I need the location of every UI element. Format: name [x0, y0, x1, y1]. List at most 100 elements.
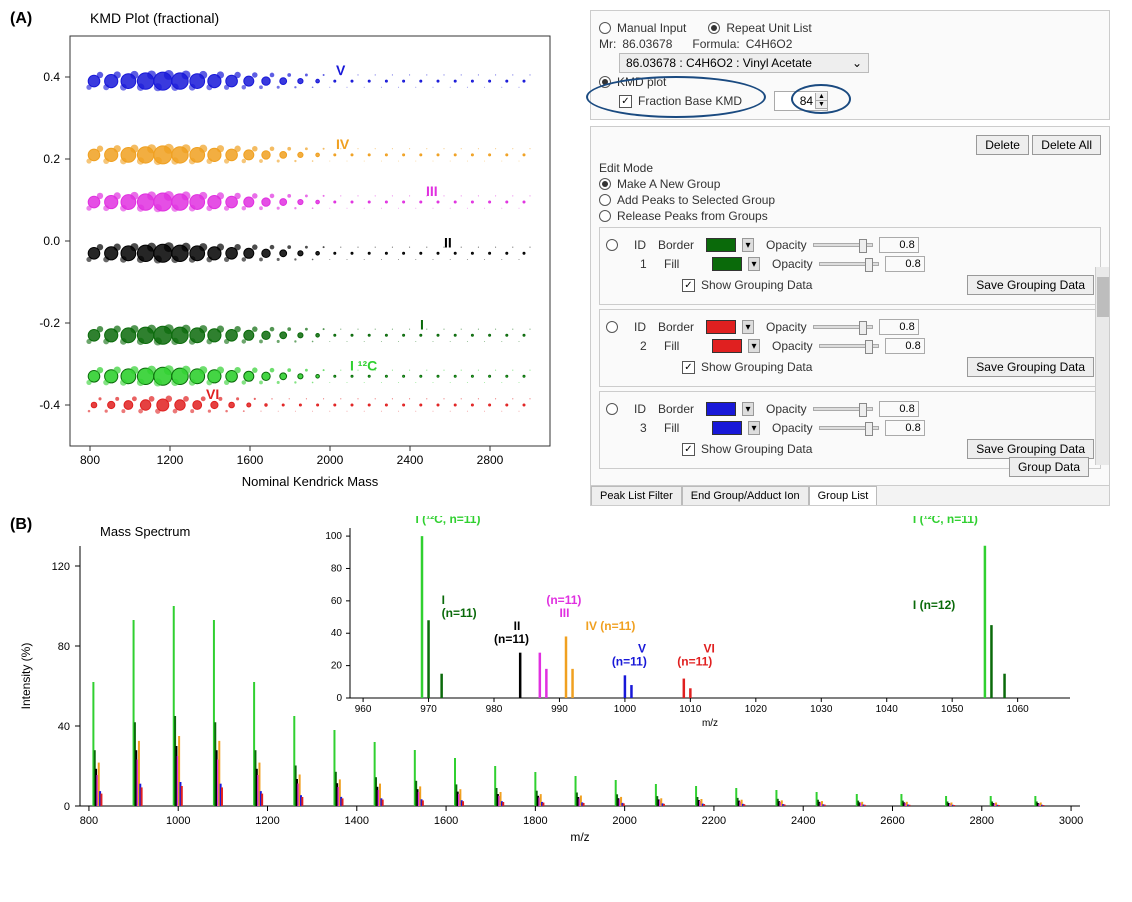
chevron-down-icon[interactable]: ▾ — [748, 421, 760, 435]
kmd-plot-title: KMD Plot (fractional) — [90, 10, 570, 26]
svg-text:2800: 2800 — [970, 815, 994, 827]
svg-text:1000: 1000 — [614, 704, 637, 715]
svg-text:I (¹²C, n=11): I (¹²C, n=11) — [415, 516, 480, 526]
svg-text:60: 60 — [331, 596, 343, 607]
show-grouping-checkbox-3[interactable]: ✓ — [682, 443, 695, 456]
svg-text:Intensity (%): Intensity (%) — [19, 643, 33, 710]
kmd-plot-chart: 80012001600200024002800-0.4-0.20.00.20.4… — [10, 26, 570, 496]
chevron-down-icon[interactable]: ▾ — [742, 238, 754, 252]
repeat-unit-dropdown[interactable]: 86.03678 : C4H6O2 : Vinyl Acetate ⌄ — [619, 53, 869, 73]
chevron-down-icon[interactable]: ▾ — [748, 339, 760, 353]
group-select-radio-1[interactable] — [606, 239, 618, 251]
fraction-base-input[interactable] — [775, 92, 815, 110]
delete-all-button[interactable]: Delete All — [1032, 135, 1101, 155]
fraction-base-stepper[interactable]: ▲▼ — [774, 91, 828, 111]
group-border-color-3[interactable] — [706, 402, 736, 416]
svg-text:20: 20 — [331, 661, 343, 672]
svg-text:960: 960 — [355, 704, 372, 715]
save-grouping-button-2[interactable]: Save Grouping Data — [967, 357, 1094, 377]
svg-text:III: III — [559, 606, 569, 620]
group-border-color-1[interactable] — [706, 238, 736, 252]
chevron-down-icon[interactable]: ▾ — [742, 320, 754, 334]
edit-release-radio[interactable] — [599, 210, 611, 222]
show-grouping-checkbox-2[interactable]: ✓ — [682, 361, 695, 374]
svg-text:0.2: 0.2 — [43, 152, 60, 166]
group-border-color-2[interactable] — [706, 320, 736, 334]
group-data-button[interactable]: Group Data — [1009, 457, 1089, 477]
save-grouping-button-1[interactable]: Save Grouping Data — [967, 275, 1094, 295]
svg-text:(n=11): (n=11) — [494, 632, 529, 646]
svg-text:Nominal Kendrick Mass: Nominal Kendrick Mass — [242, 474, 379, 489]
manual-input-radio[interactable] — [599, 22, 611, 34]
svg-text:40: 40 — [331, 628, 343, 639]
show-grouping-checkbox-1[interactable]: ✓ — [682, 279, 695, 292]
mr-value: 86.03678 — [622, 37, 672, 51]
opacity-slider-1[interactable] — [813, 243, 873, 247]
tab-group-list[interactable]: Group List — [809, 486, 878, 505]
group-select-radio-2[interactable] — [606, 321, 618, 333]
svg-text:1010: 1010 — [679, 704, 702, 715]
kmd-plot-radio[interactable] — [599, 76, 611, 88]
svg-text:m/z: m/z — [702, 718, 718, 729]
manual-input-label: Manual Input — [617, 21, 686, 35]
svg-text:1050: 1050 — [941, 704, 964, 715]
group-box-2: IDBorder ▾ Opacity 0.82Fill ▾ Opacity 0.… — [599, 309, 1101, 387]
svg-text:V: V — [638, 642, 646, 656]
fraction-base-checkbox[interactable]: ✓ — [619, 95, 632, 108]
opacity-slider-2[interactable] — [813, 325, 873, 329]
step-up-icon[interactable]: ▲ — [816, 93, 827, 101]
svg-text:0: 0 — [64, 801, 70, 813]
svg-text:80: 80 — [331, 563, 343, 574]
svg-text:1600: 1600 — [237, 453, 264, 467]
svg-text:I (¹²C, n=11): I (¹²C, n=11) — [913, 516, 978, 526]
svg-text:IV (n=11): IV (n=11) — [586, 619, 636, 633]
svg-text:(n=11): (n=11) — [442, 606, 477, 620]
svg-text:800: 800 — [80, 453, 100, 467]
svg-text:II: II — [514, 619, 521, 633]
group-scrollbar[interactable] — [1095, 267, 1109, 465]
opacity-value-1: 0.8 — [879, 237, 919, 253]
edit-add-radio[interactable] — [599, 194, 611, 206]
repeat-unit-label: Repeat Unit List — [726, 21, 811, 35]
opacity-slider-3[interactable] — [813, 407, 873, 411]
svg-text:1000: 1000 — [166, 815, 190, 827]
group-fill-color-2[interactable] — [712, 339, 742, 353]
svg-text:I (n=12): I (n=12) — [913, 598, 955, 612]
chevron-down-icon[interactable]: ▾ — [748, 257, 760, 271]
chevron-down-icon: ⌄ — [852, 56, 862, 70]
svg-text:40: 40 — [58, 721, 70, 733]
svg-text:(n=11): (n=11) — [546, 593, 581, 607]
edit-new-radio[interactable] — [599, 178, 611, 190]
delete-button[interactable]: Delete — [976, 135, 1029, 155]
panel-a: (A) KMD Plot (fractional) 80012001600200… — [10, 10, 570, 506]
step-down-icon[interactable]: ▼ — [816, 101, 827, 109]
svg-text:1800: 1800 — [523, 815, 547, 827]
svg-text:800: 800 — [80, 815, 98, 827]
svg-text:II: II — [444, 234, 452, 250]
svg-text:I: I — [442, 593, 445, 607]
svg-text:2200: 2200 — [702, 815, 726, 827]
tab-end-group[interactable]: End Group/Adduct Ion — [682, 486, 809, 505]
svg-text:I ¹²C: I ¹²C — [350, 357, 377, 373]
group-select-radio-3[interactable] — [606, 403, 618, 415]
group-fill-color-1[interactable] — [712, 257, 742, 271]
panel-a-label: (A) — [10, 10, 32, 28]
opacity-value-3: 0.8 — [885, 420, 925, 436]
svg-text:2000: 2000 — [612, 815, 636, 827]
svg-text:80: 80 — [58, 641, 70, 653]
opacity-slider-3[interactable] — [819, 426, 879, 430]
svg-text:0: 0 — [336, 693, 342, 704]
repeat-unit-radio[interactable] — [708, 22, 720, 34]
opacity-slider-2[interactable] — [819, 344, 879, 348]
svg-text:2800: 2800 — [477, 453, 504, 467]
svg-text:1400: 1400 — [345, 815, 369, 827]
chevron-down-icon[interactable]: ▾ — [742, 402, 754, 416]
svg-text:(n=11): (n=11) — [677, 655, 712, 669]
opacity-slider-1[interactable] — [819, 262, 879, 266]
save-grouping-button-3[interactable]: Save Grouping Data — [967, 439, 1094, 459]
tab-row: Peak List Filter End Group/Adduct Ion Gr… — [591, 485, 1109, 505]
panel-b: (B) Mass Spectrum80010001200140016001800… — [10, 516, 1122, 856]
tab-peak-list-filter[interactable]: Peak List Filter — [591, 486, 682, 505]
group-fill-color-3[interactable] — [712, 421, 742, 435]
svg-text:120: 120 — [52, 561, 70, 573]
